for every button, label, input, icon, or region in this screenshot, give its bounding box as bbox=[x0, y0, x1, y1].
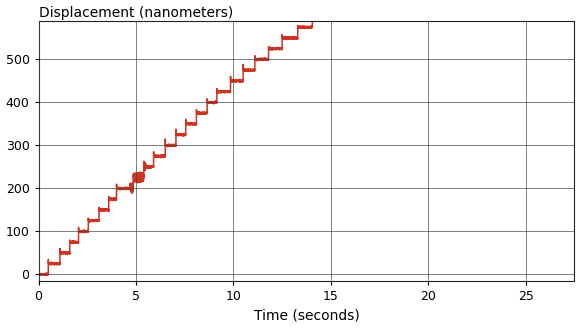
Text: Displacement (nanometers): Displacement (nanometers) bbox=[39, 6, 233, 20]
X-axis label: Time (seconds): Time (seconds) bbox=[253, 308, 360, 322]
